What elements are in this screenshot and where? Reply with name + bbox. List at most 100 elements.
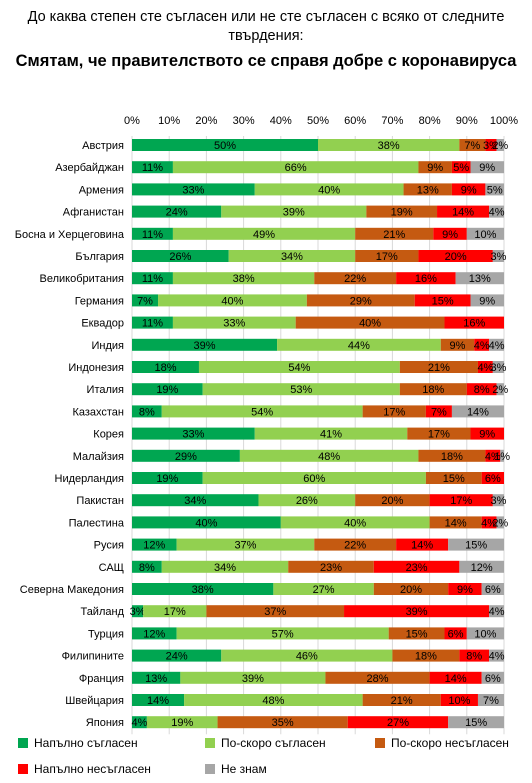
x-tick-label: 30% bbox=[233, 115, 255, 127]
data-label: 21% bbox=[383, 229, 405, 241]
data-label: 39% bbox=[242, 673, 264, 685]
bar-segment bbox=[132, 294, 159, 307]
bar-segment bbox=[429, 671, 482, 684]
bar-segment bbox=[477, 361, 493, 373]
data-label: 21% bbox=[428, 362, 450, 374]
data-label: 39% bbox=[283, 207, 305, 219]
data-label: 12% bbox=[143, 628, 165, 640]
bar-segment bbox=[489, 605, 504, 618]
data-label: 4% bbox=[489, 207, 505, 219]
bar-segment bbox=[396, 272, 456, 285]
bar-segment bbox=[132, 383, 203, 396]
data-label: 15% bbox=[465, 540, 487, 552]
data-label: 9% bbox=[479, 429, 495, 441]
bar-segment bbox=[481, 671, 504, 684]
bar-segment bbox=[132, 605, 144, 618]
bar-segment bbox=[132, 183, 255, 196]
bar-segment bbox=[132, 449, 240, 462]
category-label: Индонезия bbox=[68, 362, 124, 374]
data-label: 22% bbox=[344, 273, 366, 285]
bar-segment bbox=[132, 627, 177, 640]
data-label: 6% bbox=[448, 628, 464, 640]
data-label: 37% bbox=[234, 540, 256, 552]
data-label: 38% bbox=[192, 584, 214, 596]
data-label: 6% bbox=[485, 473, 501, 485]
bar-segment bbox=[221, 205, 367, 218]
data-label: 8% bbox=[139, 406, 155, 418]
data-label: 49% bbox=[253, 229, 275, 241]
bar-segment bbox=[470, 427, 504, 440]
data-label: 15% bbox=[465, 717, 487, 729]
bar-segment bbox=[477, 694, 504, 706]
category-label: Филипините bbox=[62, 651, 124, 663]
bar-segment bbox=[396, 538, 449, 551]
data-label: 11% bbox=[142, 318, 163, 330]
data-label: 40% bbox=[195, 517, 217, 529]
data-label: 2% bbox=[492, 384, 508, 396]
data-label: 38% bbox=[233, 273, 255, 285]
bar-segment bbox=[392, 649, 460, 662]
bar-segment bbox=[254, 183, 404, 196]
bar-segment bbox=[172, 227, 356, 240]
data-label: 13% bbox=[469, 273, 491, 285]
bar-segment bbox=[217, 716, 348, 729]
data-label: 23% bbox=[320, 562, 342, 574]
bar-segment bbox=[325, 671, 430, 684]
data-label: 22% bbox=[344, 540, 366, 552]
data-label: 4% bbox=[477, 362, 493, 374]
data-label: 48% bbox=[318, 451, 340, 463]
x-tick-label: 70% bbox=[381, 115, 403, 127]
category-label: Казахстан bbox=[72, 406, 124, 418]
category-label: Русия bbox=[94, 540, 124, 552]
data-label: 34% bbox=[214, 562, 236, 574]
data-label: 33% bbox=[182, 184, 204, 196]
data-label: 13% bbox=[145, 673, 167, 685]
data-label: 33% bbox=[223, 318, 245, 330]
bar-segment bbox=[455, 272, 504, 285]
bar-segment bbox=[407, 427, 471, 440]
data-label: 23% bbox=[406, 562, 428, 574]
bar-segment bbox=[355, 494, 430, 507]
category-label: Еквадор bbox=[81, 318, 124, 330]
data-label: 50% bbox=[214, 140, 236, 152]
bar-segment bbox=[132, 272, 173, 285]
category-label: Швейцария bbox=[65, 695, 124, 707]
data-label: 16% bbox=[415, 273, 437, 285]
data-label: 1% bbox=[494, 451, 510, 463]
data-label: 4% bbox=[481, 517, 497, 529]
data-label: 66% bbox=[285, 162, 307, 174]
data-label: 14% bbox=[445, 517, 467, 529]
bar-segment bbox=[444, 627, 467, 640]
data-label: 39% bbox=[194, 340, 216, 352]
bar-segment bbox=[433, 227, 467, 240]
data-label: 10% bbox=[474, 628, 496, 640]
bar-segment bbox=[418, 250, 493, 262]
bar-segment bbox=[172, 272, 315, 285]
bar-segment bbox=[481, 472, 504, 484]
data-label: 53% bbox=[290, 384, 312, 396]
data-label: 9% bbox=[457, 584, 473, 596]
data-label: 3% bbox=[490, 362, 506, 374]
data-label: 35% bbox=[272, 717, 294, 729]
data-label: 17% bbox=[376, 251, 398, 263]
data-label: 5% bbox=[453, 162, 469, 174]
data-label: 18% bbox=[415, 651, 437, 663]
bar-segment bbox=[481, 516, 497, 529]
data-label: 7% bbox=[137, 295, 153, 307]
data-label: 20% bbox=[400, 584, 422, 596]
data-label: 12% bbox=[471, 562, 493, 574]
category-label: Армения bbox=[79, 184, 124, 196]
data-label: 60% bbox=[303, 473, 325, 485]
data-label: 39% bbox=[406, 606, 428, 618]
bar-segment bbox=[355, 250, 419, 262]
bar-segment bbox=[132, 161, 173, 174]
data-label: 9% bbox=[479, 162, 495, 174]
data-label: 8% bbox=[139, 562, 155, 574]
bar-segment bbox=[198, 361, 400, 373]
bar-segment bbox=[132, 671, 181, 684]
data-label: 18% bbox=[422, 384, 444, 396]
bar-segment bbox=[132, 427, 255, 440]
bar-segment bbox=[132, 139, 318, 151]
bar-segment bbox=[172, 316, 296, 329]
bar-segment bbox=[481, 583, 504, 595]
